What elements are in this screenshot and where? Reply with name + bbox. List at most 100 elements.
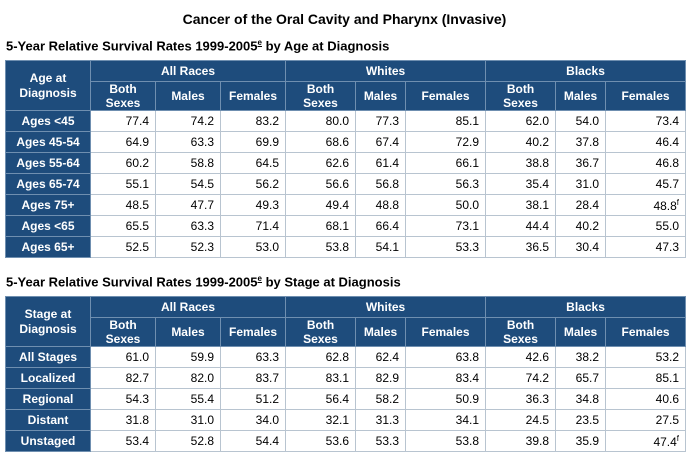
- cell: 61.0: [90, 346, 156, 368]
- group-header: Whites: [284, 60, 487, 82]
- cell: 36.7: [555, 152, 607, 174]
- cell: 62.8: [285, 346, 356, 368]
- data-row: All Stages 61.0 59.9 63.3 62.8 62.4 63.8 42.6 38…: [5, 346, 687, 368]
- row-label: Ages 65-74: [5, 173, 91, 195]
- cell: 49.3: [220, 194, 286, 216]
- cell: 63.8: [404, 346, 487, 368]
- cell: 64.5: [220, 152, 286, 174]
- cell: 62.4: [355, 346, 406, 368]
- cell: 63.3: [220, 346, 286, 368]
- cell-value: 48.8: [653, 198, 677, 213]
- sub-header: Males: [155, 317, 221, 347]
- cell: 24.5: [485, 409, 557, 431]
- data-row: Unstaged 53.4 52.8 54.4 53.6 53.3 53.8 39.8 35.9…: [5, 430, 687, 452]
- caption: 5-Year Relative Survival Rates 1999-2005…: [6, 274, 401, 289]
- cell: 47.3: [605, 236, 687, 258]
- cell: 53.3: [404, 236, 487, 258]
- cell: 54.1: [355, 236, 406, 258]
- cell: 63.3: [155, 131, 221, 153]
- cell: 58.2: [355, 388, 406, 410]
- cell: 82.9: [355, 367, 406, 389]
- sub-header: Both Sexes: [90, 317, 156, 347]
- cell: 35.9: [555, 430, 607, 452]
- cell: 38.1: [485, 194, 557, 216]
- row-label: Ages 45-54: [5, 131, 91, 153]
- cell: 52.5: [90, 236, 156, 258]
- sub-header: Both Sexes: [285, 81, 356, 111]
- data-row: Distant 31.8 31.0 34.0 32.1 31.3 34.1 24.5 23.5 2…: [5, 409, 687, 431]
- row-label: Regional: [5, 388, 91, 410]
- group-header: All Races: [90, 60, 286, 82]
- row-label: Ages <45: [5, 110, 91, 132]
- cell: 64.9: [90, 131, 156, 153]
- data-row: Localized 82.7 82.0 83.7 83.1 82.9 83.4 74.2 65.…: [5, 367, 687, 389]
- cell: 82.0: [155, 367, 221, 389]
- cell: 34.1: [404, 409, 487, 431]
- sub-header: Males: [355, 317, 406, 347]
- cell: 85.1: [605, 367, 687, 389]
- sub-header: Males: [155, 81, 221, 111]
- sub-header: Females: [404, 317, 487, 347]
- cell: 56.2: [220, 173, 286, 195]
- cell: 83.2: [220, 110, 286, 132]
- caption-text: 5-Year Relative Survival Rates 1999-2005: [6, 38, 258, 54]
- data-row: Ages <65 65.5 63.3 71.4 68.1 66.4 73.1 44.4 40.2…: [5, 215, 687, 237]
- caption: 5-Year Relative Survival Rates 1999-2005…: [6, 38, 389, 53]
- row-label: Ages 75+: [5, 194, 91, 216]
- cell: 73.1: [404, 215, 487, 237]
- sub-header: Females: [220, 317, 286, 347]
- cell: 77.3: [355, 110, 406, 132]
- caption-text: 5-Year Relative Survival Rates 1999-2005: [6, 274, 258, 290]
- data-row: Regional 54.3 55.4 51.2 56.4 58.2 50.9 36.3 34.8…: [5, 388, 687, 410]
- group-header: Blacks: [485, 296, 687, 318]
- cell: 54.0: [555, 110, 607, 132]
- row-label: Localized: [5, 367, 91, 389]
- cell: 68.6: [285, 131, 356, 153]
- header-row: Age at Diagnosis All Races Whites Blacks: [5, 60, 687, 111]
- footnote-mark: e: [257, 274, 262, 283]
- sub-header: Both Sexes: [285, 317, 356, 347]
- cell: 31.3: [355, 409, 406, 431]
- cell: 71.4: [220, 215, 286, 237]
- cell: 50.0: [404, 194, 487, 216]
- cell: 44.4: [485, 215, 557, 237]
- cell: 53.2: [605, 346, 687, 368]
- cell: 72.9: [404, 131, 487, 153]
- cell: 65.7: [555, 367, 607, 389]
- cell: 74.2: [485, 367, 557, 389]
- cell: 50.9: [404, 388, 487, 410]
- cell: 36.3: [485, 388, 557, 410]
- cell: 58.8: [155, 152, 221, 174]
- cell: 48.8f: [605, 194, 687, 216]
- caption-text: by Stage at Diagnosis: [261, 274, 401, 290]
- cell: 56.8: [355, 173, 406, 195]
- cell: 55.0: [605, 215, 687, 237]
- header-row: Both Sexes Males Females Both Sexes Males Fem…: [6, 81, 687, 111]
- row-label: Distant: [5, 409, 91, 431]
- cell: 67.4: [355, 131, 406, 153]
- cell: 56.4: [285, 388, 356, 410]
- caption-text: by Age at Diagnosis: [261, 38, 390, 54]
- data-row: Ages 75+ 48.5 47.7 49.3 49.4 48.8 50.0 38.1 28.4…: [5, 194, 687, 216]
- sub-header: Both Sexes: [485, 317, 557, 347]
- sub-header: Females: [605, 81, 687, 111]
- cell: 56.3: [404, 173, 487, 195]
- row-label: Ages <65: [5, 215, 91, 237]
- cell: 59.9: [155, 346, 221, 368]
- cell: 36.5: [485, 236, 557, 258]
- cell: 35.4: [485, 173, 557, 195]
- cell: 83.4: [404, 367, 487, 389]
- cell: 77.4: [90, 110, 156, 132]
- cell: 48.5: [90, 194, 156, 216]
- cell: 39.8: [485, 430, 557, 452]
- cell: 23.5: [555, 409, 607, 431]
- cell: 31.8: [90, 409, 156, 431]
- cell: 62.0: [485, 110, 557, 132]
- corner-header: Age at Diagnosis: [5, 60, 91, 111]
- corner-header: Stage at Diagnosis: [5, 296, 91, 347]
- cell: 60.2: [90, 152, 156, 174]
- cell: 83.7: [220, 367, 286, 389]
- row-label: Ages 65+: [5, 236, 91, 258]
- cell: 40.2: [485, 131, 557, 153]
